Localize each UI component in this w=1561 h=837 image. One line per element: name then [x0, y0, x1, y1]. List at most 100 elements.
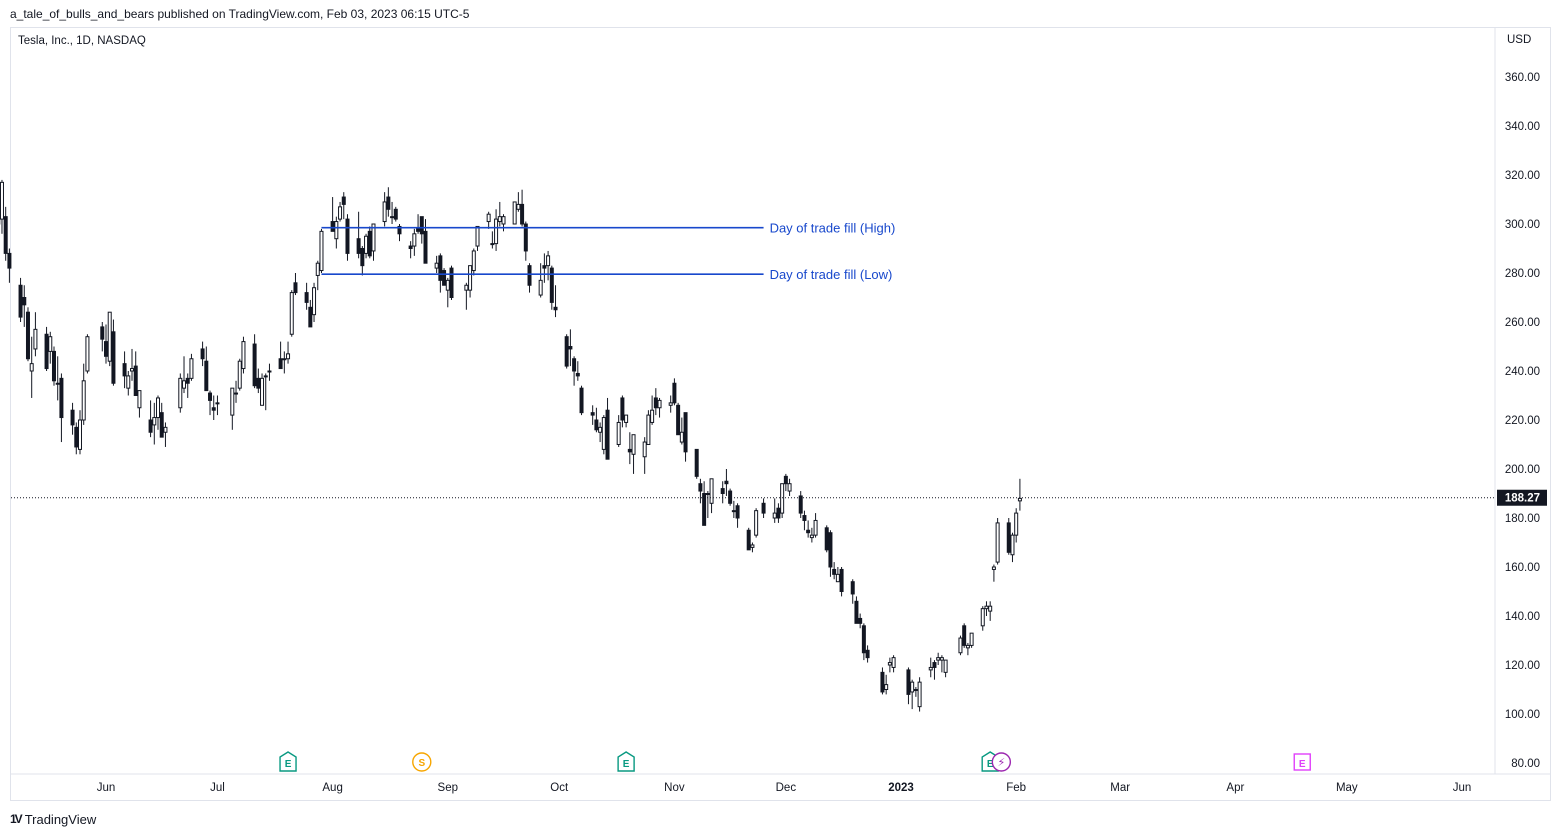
x-tick-label: Jul	[210, 782, 225, 794]
candle-down	[906, 669, 911, 695]
candle-up	[642, 441, 647, 458]
candle-up	[988, 605, 993, 612]
candle-up	[679, 431, 684, 443]
candle-up	[464, 284, 469, 291]
candle-up	[152, 417, 157, 426]
candle-down	[345, 218, 350, 254]
candle-up	[646, 414, 651, 446]
candle-up	[334, 221, 339, 240]
currency-label[interactable]: USD	[1507, 34, 1532, 46]
candle-up	[156, 397, 161, 419]
candle-up	[709, 478, 714, 504]
candle-up	[512, 201, 517, 225]
candle-down	[683, 412, 688, 453]
candle-up	[598, 426, 603, 433]
candle-down	[527, 265, 532, 286]
candle-up	[81, 380, 86, 421]
candle-down	[761, 502, 766, 514]
candle-up	[835, 573, 840, 583]
candle-up	[501, 216, 506, 225]
candle-up	[750, 544, 755, 548]
candle-up	[516, 203, 521, 210]
candle-up	[969, 632, 974, 646]
candle-down	[653, 397, 658, 409]
candle-up	[601, 417, 606, 450]
candle-down	[100, 326, 105, 340]
candle-down	[783, 475, 788, 485]
candle-down	[3, 216, 8, 254]
candle-up	[965, 644, 970, 649]
x-tick-label: Dec	[776, 782, 797, 794]
candle-up	[137, 390, 142, 409]
y-tick-label: 360.00	[1505, 72, 1540, 84]
candle-down	[293, 282, 298, 294]
candle-up	[813, 519, 818, 536]
x-tick-label: Apr	[1226, 782, 1244, 794]
candle-down	[605, 409, 610, 460]
earnings-letter: E	[623, 759, 630, 770]
footer-brand[interactable]: 1V TradingView	[10, 810, 96, 828]
candle-up	[772, 512, 777, 519]
candle-down	[579, 387, 584, 414]
candle-up	[126, 375, 131, 389]
candle-up	[910, 681, 915, 693]
candle-down	[204, 360, 209, 392]
candle-up	[237, 360, 242, 389]
candle-up	[77, 419, 82, 450]
candle-up	[445, 279, 450, 291]
x-tick-label: Mar	[1110, 782, 1130, 794]
candle-up	[468, 265, 473, 291]
candle-down	[564, 336, 569, 367]
x-tick-label: Oct	[550, 782, 569, 794]
candle-up	[364, 235, 369, 254]
candle-up	[48, 336, 53, 352]
candle-down	[148, 419, 153, 433]
candle-up	[312, 287, 317, 316]
last-price-badge	[1497, 489, 1547, 506]
candle-down	[367, 230, 372, 257]
candle-down	[850, 581, 855, 595]
split-letter: S	[418, 758, 425, 769]
candle-up	[241, 341, 246, 370]
split-icon	[412, 752, 432, 772]
candle-down	[575, 372, 580, 377]
candle-up	[943, 659, 948, 673]
candle-down	[397, 225, 402, 235]
candle-down	[442, 270, 447, 286]
y-tick-label: 220.00	[1505, 415, 1540, 427]
candle-up	[289, 292, 294, 335]
y-tick-label: 120.00	[1505, 660, 1540, 672]
candle-up	[189, 358, 194, 379]
x-tick-label: Jun	[97, 782, 116, 794]
candle-down	[523, 223, 528, 252]
candle-up	[371, 223, 376, 252]
candle-up	[286, 353, 291, 360]
candle-down	[568, 346, 573, 350]
y-tick-label: 100.00	[1505, 709, 1540, 721]
candle-up	[913, 689, 918, 691]
candle-down	[393, 208, 398, 220]
candle-down	[594, 419, 599, 431]
y-tick-label: 180.00	[1505, 513, 1540, 525]
symbol-title[interactable]: Tesla, Inc., 1D, NASDAQ	[18, 35, 146, 47]
candle-up	[884, 684, 889, 690]
x-tick-label: Nov	[664, 782, 685, 794]
candle-up	[33, 328, 38, 350]
candle-down	[861, 625, 866, 654]
x-tick-label: 2023	[888, 782, 914, 794]
candle-down	[278, 358, 283, 370]
candle-up	[282, 358, 287, 361]
candle-up	[809, 534, 814, 539]
candle-up	[936, 657, 941, 661]
y-tick-label: 260.00	[1505, 317, 1540, 329]
candle-down	[858, 617, 863, 624]
x-tick-label: Aug	[322, 782, 342, 794]
candle-down	[408, 245, 413, 250]
y-tick-label: 340.00	[1505, 121, 1540, 133]
tradingview-logo-icon: 1V	[10, 812, 23, 826]
y-tick-label: 280.00	[1505, 268, 1540, 280]
candle-up	[230, 387, 235, 416]
candle-down	[360, 248, 365, 267]
candle-down	[549, 267, 554, 303]
